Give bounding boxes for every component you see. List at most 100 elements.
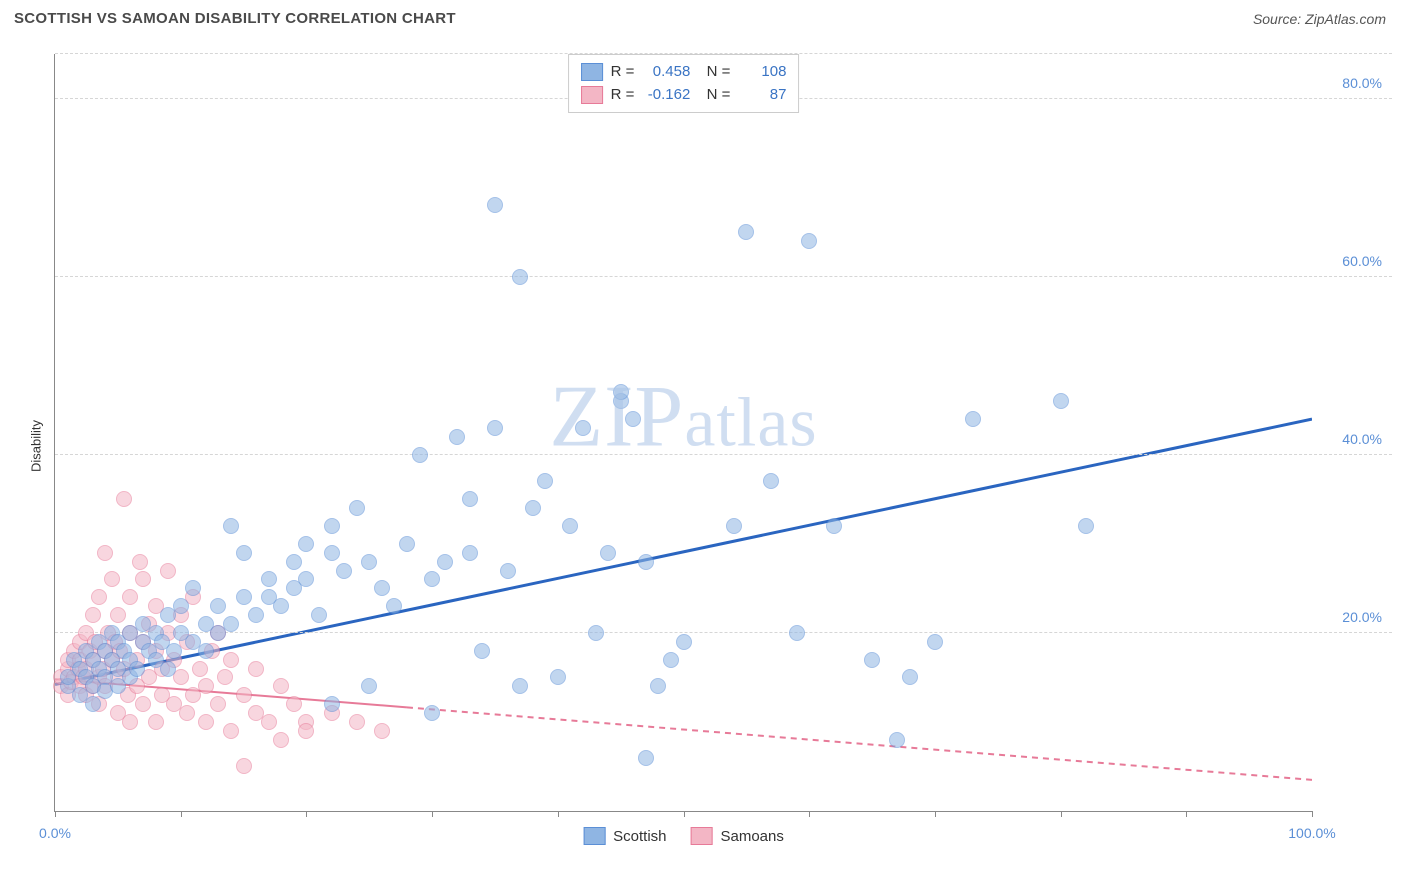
scatter-point bbox=[286, 696, 302, 712]
watermark: ZIPatlas bbox=[549, 367, 817, 468]
scatter-point bbox=[625, 411, 641, 427]
scatter-point bbox=[512, 269, 528, 285]
scatter-point bbox=[248, 607, 264, 623]
legend-swatch bbox=[581, 86, 603, 104]
scatter-point bbox=[135, 571, 151, 587]
scatter-point bbox=[738, 224, 754, 240]
scatter-point bbox=[122, 714, 138, 730]
scatter-point bbox=[223, 723, 239, 739]
scatter-point bbox=[91, 589, 107, 605]
scatter-point bbox=[349, 714, 365, 730]
scatter-point bbox=[324, 545, 340, 561]
scatter-point bbox=[663, 652, 679, 668]
scatter-point bbox=[223, 652, 239, 668]
scatter-point bbox=[550, 669, 566, 685]
scatter-point bbox=[889, 732, 905, 748]
scatter-point bbox=[399, 536, 415, 552]
scatter-point bbox=[1078, 518, 1094, 534]
scatter-point bbox=[437, 554, 453, 570]
gridline-h bbox=[55, 276, 1392, 277]
legend-stat-row: R =-0.162 N =87 bbox=[581, 84, 787, 107]
scatter-point bbox=[349, 500, 365, 516]
scatter-point bbox=[412, 447, 428, 463]
scatter-point bbox=[562, 518, 578, 534]
scatter-point bbox=[676, 634, 692, 650]
scatter-point bbox=[801, 233, 817, 249]
y-tick-label: 20.0% bbox=[1342, 609, 1382, 625]
scatter-point bbox=[160, 661, 176, 677]
scatter-point bbox=[487, 197, 503, 213]
scatter-point bbox=[236, 687, 252, 703]
scatter-point bbox=[148, 714, 164, 730]
scatter-point bbox=[217, 669, 233, 685]
scatter-point bbox=[173, 598, 189, 614]
scatter-point bbox=[462, 545, 478, 561]
scatter-point bbox=[298, 723, 314, 739]
scatter-point bbox=[261, 571, 277, 587]
scatter-point bbox=[525, 500, 541, 516]
scatter-point bbox=[726, 518, 742, 534]
x-tick bbox=[181, 811, 182, 817]
plot-area: ZIPatlas R =0.458 N =108R =-0.162 N =87 … bbox=[54, 54, 1312, 812]
chart-container: Disability ZIPatlas R =0.458 N =108R =-0… bbox=[14, 40, 1392, 852]
scatter-point bbox=[600, 545, 616, 561]
scatter-point bbox=[927, 634, 943, 650]
scatter-point bbox=[110, 607, 126, 623]
scatter-point bbox=[298, 536, 314, 552]
x-tick bbox=[55, 811, 56, 817]
source-attribution: Source: ZipAtlas.com bbox=[1253, 11, 1386, 27]
legend-swatch bbox=[690, 827, 712, 845]
scatter-point bbox=[104, 571, 120, 587]
legend-swatch bbox=[583, 827, 605, 845]
scatter-point bbox=[198, 643, 214, 659]
legend-swatch bbox=[581, 63, 603, 81]
series-legend: Scottish Samoans bbox=[583, 827, 784, 845]
scatter-point bbox=[129, 661, 145, 677]
legend-n-label: N = bbox=[698, 61, 730, 84]
scatter-point bbox=[273, 732, 289, 748]
legend-item: Scottish bbox=[583, 827, 666, 845]
x-tick bbox=[432, 811, 433, 817]
scatter-point bbox=[132, 554, 148, 570]
scatter-point bbox=[424, 705, 440, 721]
scatter-point bbox=[374, 723, 390, 739]
scatter-point bbox=[336, 563, 352, 579]
scatter-point bbox=[311, 607, 327, 623]
scatter-point bbox=[1053, 393, 1069, 409]
y-tick-label: 60.0% bbox=[1342, 253, 1382, 269]
scatter-point bbox=[122, 589, 138, 605]
scatter-point bbox=[324, 518, 340, 534]
y-tick-label: 40.0% bbox=[1342, 431, 1382, 447]
scatter-point bbox=[462, 491, 478, 507]
x-tick bbox=[935, 811, 936, 817]
scatter-point bbox=[166, 643, 182, 659]
scatter-point bbox=[789, 625, 805, 641]
legend-r-label: R = bbox=[611, 61, 635, 84]
scatter-point bbox=[487, 420, 503, 436]
x-tick bbox=[558, 811, 559, 817]
scatter-point bbox=[374, 580, 390, 596]
scatter-point bbox=[361, 678, 377, 694]
scatter-point bbox=[613, 384, 629, 400]
x-tick bbox=[306, 811, 307, 817]
scatter-point bbox=[588, 625, 604, 641]
scatter-point bbox=[826, 518, 842, 534]
scatter-point bbox=[223, 616, 239, 632]
scatter-point bbox=[97, 545, 113, 561]
x-tick bbox=[1186, 811, 1187, 817]
scatter-point bbox=[324, 696, 340, 712]
correlation-legend: R =0.458 N =108R =-0.162 N =87 bbox=[568, 54, 800, 113]
scatter-point bbox=[763, 473, 779, 489]
legend-r-value: 0.458 bbox=[642, 61, 690, 84]
scatter-point bbox=[116, 491, 132, 507]
legend-label: Scottish bbox=[613, 828, 666, 845]
scatter-point bbox=[273, 678, 289, 694]
scatter-point bbox=[298, 571, 314, 587]
x-tick bbox=[1061, 811, 1062, 817]
scatter-point bbox=[236, 758, 252, 774]
x-tick bbox=[809, 811, 810, 817]
scatter-point bbox=[650, 678, 666, 694]
scatter-point bbox=[223, 518, 239, 534]
scatter-point bbox=[248, 661, 264, 677]
legend-item: Samoans bbox=[690, 827, 783, 845]
